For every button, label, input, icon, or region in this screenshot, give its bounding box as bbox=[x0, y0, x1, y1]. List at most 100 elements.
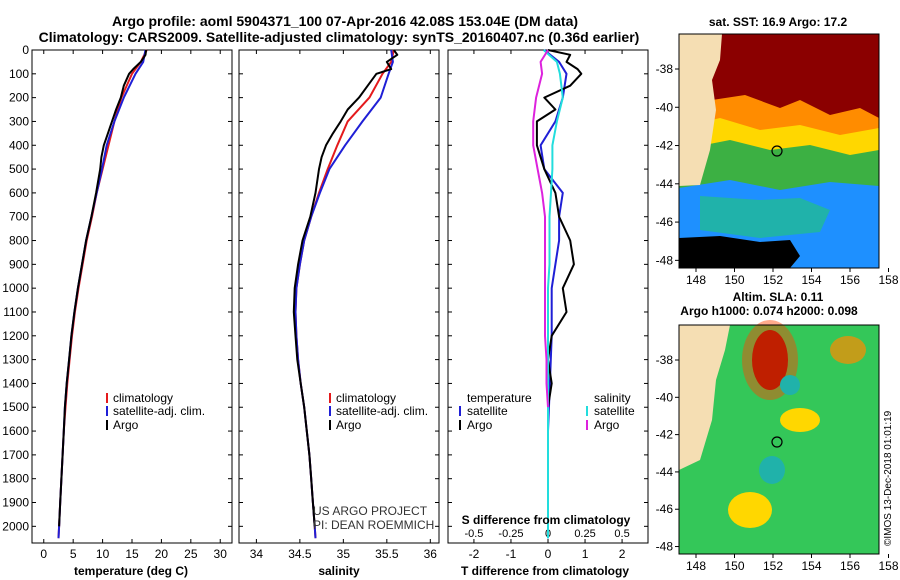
lon-tick-label: 154 bbox=[801, 559, 821, 573]
sla-cyan-eddy bbox=[780, 375, 800, 395]
sla-yellow-patch bbox=[780, 408, 820, 432]
depth-tick-label: 2000 bbox=[2, 519, 29, 533]
x-tick-label: 30 bbox=[214, 547, 228, 561]
lon-tick-label: 154 bbox=[801, 273, 821, 287]
depth-tick-label: 400 bbox=[9, 138, 29, 152]
tick-layer: 0100200300400500600700800900100011001200… bbox=[2, 43, 648, 561]
x-tick-label: 35 bbox=[337, 547, 351, 561]
depth-tick-label: 1600 bbox=[2, 424, 29, 438]
lon-tick-label: 150 bbox=[724, 273, 744, 287]
difference-xlabel-top: S difference from climatology bbox=[462, 513, 631, 527]
temperature-xlabel: temperature (deg C) bbox=[74, 564, 188, 578]
depth-tick-label: 600 bbox=[9, 186, 29, 200]
sla-map-frame bbox=[678, 324, 880, 555]
depth-tick-label: 1200 bbox=[2, 329, 29, 343]
lat-tick-label: -46 bbox=[656, 215, 674, 229]
lon-tick-label: 152 bbox=[763, 559, 783, 573]
x-tick-label: 1 bbox=[582, 547, 589, 561]
title-line1: Argo profile: aoml 5904371_100 07-Apr-20… bbox=[112, 13, 578, 29]
legend-title-temperature: temperature bbox=[467, 391, 532, 405]
sst-map-frame bbox=[678, 33, 880, 269]
sla-axes: -38 -40 -42 -44 -46 -48 148 150 152 154 156 158 bbox=[656, 353, 899, 573]
depth-tick-label: 200 bbox=[9, 91, 29, 105]
depth-tick-label: 1900 bbox=[2, 496, 29, 510]
temperature-legend: climatology satellite-adj. clim. Argo bbox=[106, 391, 205, 432]
sla-map-title1: Altim. SLA: 0.11 bbox=[733, 290, 824, 304]
salinity-legend: climatology satellite-adj. clim. Argo bbox=[329, 391, 428, 432]
lat-tick-label: -38 bbox=[656, 62, 674, 76]
x-tick-label: 0 bbox=[40, 547, 47, 561]
sla-land-tasmania bbox=[679, 325, 730, 470]
salinity-panel bbox=[238, 49, 440, 544]
depth-tick-label: 1100 bbox=[3, 305, 29, 319]
depth-tick-label: 1800 bbox=[2, 472, 29, 486]
x-tick-label-top: 0.25 bbox=[574, 528, 595, 540]
x-tick-label: 34 bbox=[250, 547, 264, 561]
depth-tick-label: 1400 bbox=[2, 376, 29, 390]
series-line-climatology bbox=[57, 49, 148, 539]
x-tick-label: -1 bbox=[506, 547, 517, 561]
series-line-t-argo bbox=[535, 49, 583, 408]
x-tick-label: 25 bbox=[184, 547, 198, 561]
legend-label-satellite: satellite-adj. clim. bbox=[113, 404, 205, 418]
depth-tick-label: 800 bbox=[9, 234, 29, 248]
legend-title-salinity: salinity bbox=[594, 391, 631, 405]
sla-high-eddy bbox=[752, 330, 788, 390]
lon-tick-label: 156 bbox=[840, 559, 860, 573]
depth-tick-label: 0 bbox=[22, 43, 29, 57]
x-tick-label-top: -0.5 bbox=[464, 528, 483, 540]
sla-cyan-eddy-south bbox=[759, 456, 785, 484]
title-line2: Climatology: CARS2009. Satellite-adjuste… bbox=[39, 29, 640, 45]
line-layer bbox=[57, 49, 583, 539]
x-tick-label: 15 bbox=[125, 547, 139, 561]
depth-tick-label: 300 bbox=[9, 114, 29, 128]
legend-label-climatology: climatology bbox=[113, 391, 173, 405]
sst-map bbox=[678, 33, 880, 269]
x-tick-label: -2 bbox=[469, 547, 480, 561]
lat-tick-label: -48 bbox=[656, 540, 674, 554]
lon-tick-label: 148 bbox=[686, 559, 706, 573]
legend-label-t-argo: Argo bbox=[467, 418, 493, 432]
sla-map-title2: Argo h1000: 0.074 h2000: 0.098 bbox=[680, 304, 858, 318]
x-tick-label: 5 bbox=[70, 547, 77, 561]
x-tick-label: 10 bbox=[96, 547, 110, 561]
lat-tick-label: -38 bbox=[656, 353, 674, 367]
legend-label-s-argo: Argo bbox=[594, 418, 620, 432]
credit-pi: PI: DEAN ROEMMICH bbox=[313, 518, 434, 532]
lat-tick-label: -44 bbox=[656, 465, 674, 479]
lat-tick-label: -42 bbox=[656, 428, 674, 442]
sst-map-title: sat. SST: 16.9 Argo: 17.2 bbox=[709, 15, 848, 29]
difference-xlabel: T difference from climatology bbox=[461, 564, 629, 578]
sst-cyan-patch bbox=[700, 196, 830, 238]
lon-tick-label: 152 bbox=[763, 273, 783, 287]
x-tick-label: 2 bbox=[619, 547, 626, 561]
depth-tick-label: 1000 bbox=[2, 281, 29, 295]
lat-tick-label: -46 bbox=[656, 502, 674, 516]
sst-no-data bbox=[679, 236, 800, 268]
depth-tick-label: 700 bbox=[9, 210, 29, 224]
x-tick-label: 34.5 bbox=[288, 547, 312, 561]
depth-tick-label: 1500 bbox=[2, 400, 29, 414]
x-tick-label: 35.5 bbox=[375, 547, 399, 561]
sst-argo-location bbox=[771, 145, 783, 157]
legend-label-s-satellite: satellite bbox=[594, 404, 635, 418]
imos-credit: ©IMOS 13-Dec-2018 01:01:19 bbox=[883, 410, 894, 546]
lat-tick-label: -40 bbox=[656, 390, 674, 404]
lat-tick-label: -42 bbox=[656, 139, 674, 153]
lon-tick-label: 158 bbox=[878, 273, 898, 287]
lon-tick-label: 156 bbox=[840, 273, 860, 287]
series-line-argo bbox=[292, 49, 399, 527]
depth-tick-label: 1700 bbox=[2, 448, 29, 462]
series-line-s-satellite bbox=[542, 49, 564, 539]
legend-label-argo: Argo bbox=[336, 418, 362, 432]
lat-tick-label: -44 bbox=[656, 177, 674, 191]
sla-map bbox=[678, 320, 880, 555]
series-line-argo bbox=[58, 49, 148, 527]
depth-tick-label: 100 bbox=[9, 67, 29, 81]
sla-yellow-patch-south bbox=[728, 492, 772, 528]
lon-tick-label: 150 bbox=[724, 559, 744, 573]
sst-land-tasmania bbox=[679, 34, 722, 186]
lat-tick-label: -40 bbox=[656, 100, 674, 114]
difference-legend: temperature satellite Argo salinity sate… bbox=[459, 391, 635, 432]
lon-tick-label: 148 bbox=[686, 273, 706, 287]
